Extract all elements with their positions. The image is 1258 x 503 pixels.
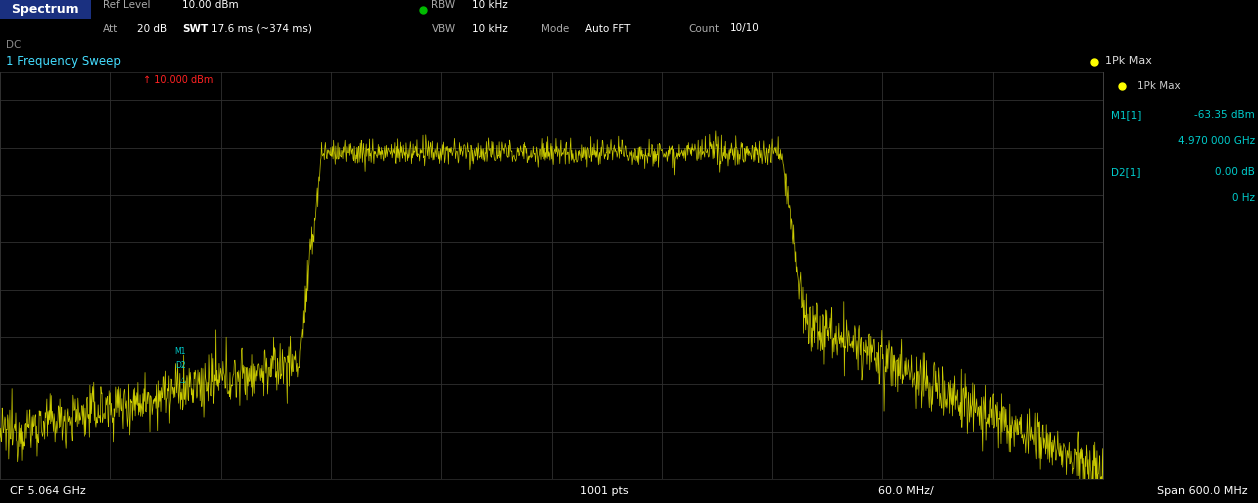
Text: 0 Hz: 0 Hz [1232, 193, 1255, 203]
Text: DC: DC [6, 40, 21, 49]
Text: 1Pk Max: 1Pk Max [1105, 56, 1151, 66]
Text: Count: Count [688, 24, 720, 34]
Text: M1: M1 [175, 347, 186, 356]
Text: 60.0 MHz/: 60.0 MHz/ [878, 486, 933, 496]
Text: 10 kHz: 10 kHz [472, 24, 507, 34]
Text: Att: Att [103, 24, 118, 34]
Text: Spectrum: Spectrum [11, 3, 79, 16]
Text: M1[1]: M1[1] [1111, 110, 1141, 120]
Text: ↑ 10.000 dBm: ↑ 10.000 dBm [143, 75, 214, 85]
Text: 20 dB: 20 dB [137, 24, 167, 34]
Text: 4.970 000 GHz: 4.970 000 GHz [1177, 136, 1255, 146]
Text: △: △ [180, 377, 186, 383]
Text: RBW: RBW [431, 1, 455, 11]
Text: 0.00 dB: 0.00 dB [1215, 166, 1255, 177]
Bar [0, 0, 91, 19]
Text: Span 600.0 MHz: Span 600.0 MHz [1157, 486, 1248, 496]
Text: 17.6 ms (~374 ms): 17.6 ms (~374 ms) [211, 24, 312, 34]
Text: SWT: SWT [182, 24, 209, 34]
Text: 1Pk Max: 1Pk Max [1137, 81, 1181, 91]
Text: VBW: VBW [431, 24, 455, 34]
Text: 10.00 dBm: 10.00 dBm [182, 1, 239, 11]
Text: 10 kHz: 10 kHz [472, 1, 507, 11]
Text: 1001 pts: 1001 pts [580, 486, 628, 496]
Text: 1 Frequency Sweep: 1 Frequency Sweep [6, 55, 121, 68]
Text: -63.35 dBm: -63.35 dBm [1194, 110, 1255, 120]
Text: Auto FFT: Auto FFT [585, 24, 630, 34]
Text: Ref Level: Ref Level [103, 1, 151, 11]
Text: D2[1]: D2[1] [1111, 166, 1140, 177]
Text: Mode: Mode [541, 24, 569, 34]
Text: D2: D2 [175, 361, 186, 370]
Text: CF 5.064 GHz: CF 5.064 GHz [10, 486, 86, 496]
Text: 10/10: 10/10 [730, 24, 760, 34]
